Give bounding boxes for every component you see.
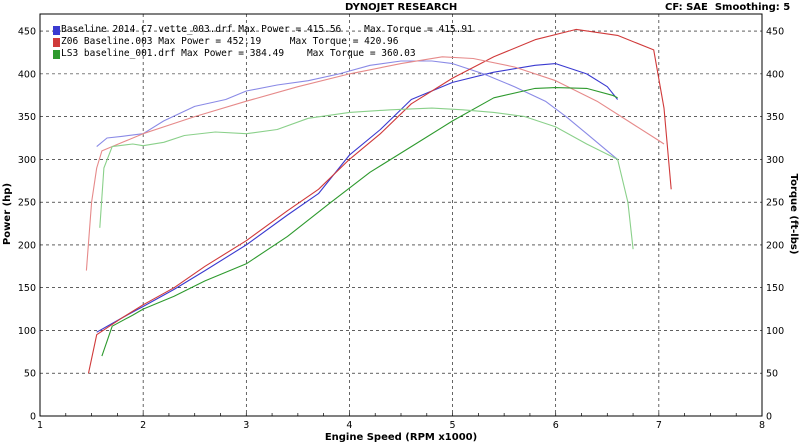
x-tick-label: 8 <box>759 420 765 431</box>
series-line-torque <box>85 56 665 271</box>
x-tick-label: 5 <box>450 420 456 431</box>
y-tick-label: 250 <box>18 198 36 209</box>
y-tick-label: 450 <box>18 27 36 38</box>
legend-entry-z06: Z06 Baseline.003 Max Power = 452.19 Max … <box>61 36 399 47</box>
y2-tick-label: 250 <box>766 198 784 209</box>
series-line-power <box>96 63 619 333</box>
y2-tick-label: 350 <box>766 112 784 123</box>
legend-entry-baseline: Baseline 2014 C7 vette_003.drf Max Power… <box>61 24 473 35</box>
x-tick-label: 3 <box>243 420 249 431</box>
y2-tick-label: 400 <box>766 69 784 80</box>
series-line-torque <box>96 60 618 160</box>
y-tick-label: 200 <box>18 240 36 251</box>
y2-tick-label: 300 <box>766 155 784 166</box>
axis-ticks: 0 0 50 50 100 100 150 150 200 200 250 250 300 300 350 3… <box>18 27 784 431</box>
y-tick-label: 400 <box>18 69 36 80</box>
series-line-power <box>87 28 672 374</box>
x-tick-label: 1 <box>37 420 43 431</box>
y-tick-label: 0 <box>30 412 36 423</box>
y-tick-label: 350 <box>18 112 36 123</box>
legend-swatch-baseline <box>53 26 60 35</box>
legend-swatch-z06 <box>53 38 60 47</box>
y-axis-label: Power (hp) <box>2 183 13 245</box>
series-line-power <box>101 87 618 357</box>
y2-tick-label: 100 <box>766 326 784 337</box>
y2-axis-label: Torque (ft-lbs) <box>788 174 799 255</box>
x-tick-label: 4 <box>346 420 352 431</box>
x-tick-label: 2 <box>140 420 146 431</box>
x-tick-label: 7 <box>656 420 662 431</box>
y2-tick-label: 0 <box>766 412 772 423</box>
y2-tick-label: 150 <box>766 283 784 294</box>
plot-frame <box>39 13 763 417</box>
legend-entry-ls3: LS3 baseline_001.drf Max Power = 384.49 … <box>61 48 416 59</box>
chart-settings: CF: SAE Smoothing: 5 <box>665 2 791 13</box>
chart-title: DYNOJET RESEARCH <box>345 2 458 13</box>
y2-tick-label: 450 <box>766 27 784 38</box>
x-tick-label: 6 <box>553 420 559 431</box>
data-lines <box>85 28 672 374</box>
grid-lines <box>40 14 762 416</box>
y-tick-label: 150 <box>18 283 36 294</box>
y-tick-label: 100 <box>18 326 36 337</box>
series-line-torque <box>99 107 634 250</box>
y2-tick-label: 50 <box>766 369 778 380</box>
legend-swatch-ls3 <box>53 50 60 59</box>
y-tick-label: 50 <box>24 369 36 380</box>
x-axis-label: Engine Speed (RPM x1000) <box>325 432 477 442</box>
y2-tick-label: 200 <box>766 240 784 251</box>
y-tick-label: 300 <box>18 155 36 166</box>
